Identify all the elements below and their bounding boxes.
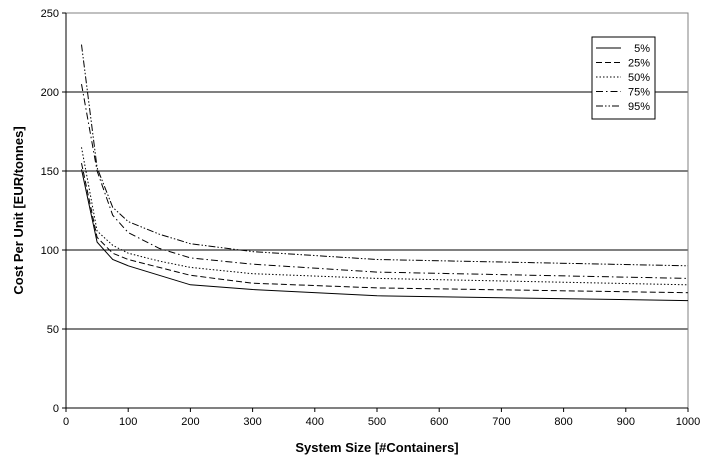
series-line-50pct	[81, 147, 689, 286]
x-tick-label: 0	[63, 416, 69, 428]
y-tick-label: 250	[41, 8, 59, 20]
x-axis-title: System Size [#Containers]	[295, 440, 458, 455]
legend-label: 5%	[634, 43, 650, 55]
y-tick-label: 50	[47, 324, 59, 336]
legend-label: 95%	[628, 101, 650, 113]
legend-label: 50%	[628, 72, 650, 84]
series-lines	[81, 44, 689, 302]
y-tick-label: 0	[53, 403, 59, 415]
x-tick-label: 700	[492, 416, 510, 428]
x-tick-label: 400	[306, 416, 324, 428]
legend-label: 75%	[628, 87, 650, 99]
x-tick-label: 1000	[676, 416, 700, 428]
tick-marks: 0 50 100 150 200 250 0 100 200 300 400 500 600 700 800…	[41, 8, 701, 428]
legend-box	[591, 36, 656, 120]
gridlines	[66, 91, 688, 330]
y-axis-title: Cost Per Unit [EUR/tonnes]	[11, 126, 26, 294]
y-tick-label: 150	[41, 166, 59, 178]
legend-label: 25%	[628, 58, 650, 70]
x-tick-label: 300	[243, 416, 261, 428]
x-tick-label: 600	[430, 416, 448, 428]
y-tick-label: 100	[41, 245, 59, 257]
series-line-25pct	[81, 162, 689, 294]
x-tick-label: 200	[181, 416, 199, 428]
series-line-75pct	[81, 84, 689, 279]
legend: 5% 25% 50% 75% 95%	[591, 36, 656, 120]
x-tick-label: 100	[119, 416, 137, 428]
y-tick-label: 200	[41, 87, 59, 99]
series-line-95pct	[81, 44, 689, 267]
x-tick-label: 900	[617, 416, 635, 428]
x-tick-label: 800	[554, 416, 572, 428]
series-line-5pct	[81, 169, 689, 302]
x-tick-label: 500	[368, 416, 386, 428]
